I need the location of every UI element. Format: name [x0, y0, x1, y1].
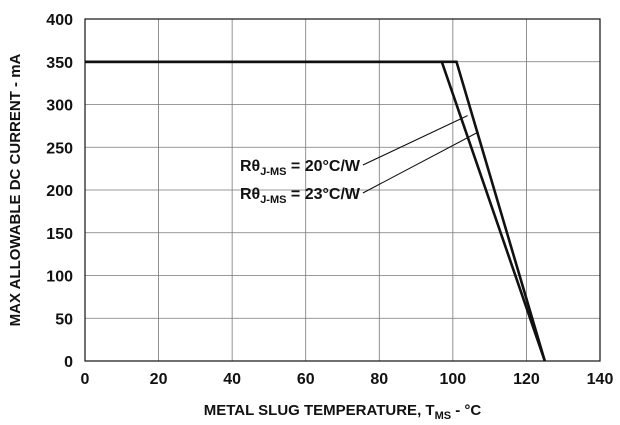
y-tick-label: 0	[64, 354, 73, 371]
y-tick-label: 350	[46, 55, 73, 72]
y-tick-labels: 0 50 100 150 200 250 300 350 400	[46, 12, 73, 371]
x-tick-label: 140	[587, 371, 614, 388]
series-layer	[85, 60, 547, 362]
x-tick-labels: 0 20 40 60 80 100 120 140	[81, 371, 614, 388]
x-tick-label: 120	[513, 371, 540, 388]
x-tick-label: 20	[150, 371, 168, 388]
annotation-label: RθJ-MS = 23°C/W	[240, 186, 361, 206]
y-tick-label: 50	[55, 311, 73, 328]
x-tick-label: 100	[440, 371, 467, 388]
annotation-label: RθJ-MS = 20°C/W	[240, 158, 361, 178]
y-tick-label: 300	[46, 98, 73, 115]
x-axis-label-tail: - °C	[451, 402, 481, 419]
x-axis-label: METAL SLUG TEMPERATURE, TMS - °C	[204, 402, 482, 422]
y-tick-label: 150	[46, 226, 73, 243]
series-line-1	[85, 60, 547, 362]
x-tick-label: 80	[370, 371, 388, 388]
x-axis-label-main: METAL SLUG TEMPERATURE, T	[204, 402, 435, 419]
series-line-2	[85, 60, 547, 362]
annotation-leader-line	[362, 115, 468, 166]
y-tick-label: 250	[46, 140, 73, 157]
y-tick-label: 200	[46, 183, 73, 200]
plot-frame	[84, 18, 601, 362]
annotation-leader-line	[362, 131, 479, 194]
annotations: RθJ-MS = 20°C/W RθJ-MS = 23°C/W	[240, 115, 479, 206]
x-tick-label: 60	[297, 371, 315, 388]
x-tick-label: 40	[223, 371, 241, 388]
y-tick-label: 100	[46, 269, 73, 286]
x-tick-label: 0	[81, 371, 90, 388]
y-tick-label: 400	[46, 12, 73, 29]
y-axis-label: MAX ALLOWABLE DC CURRENT - mA	[7, 53, 24, 326]
x-axis-label-sub: MS	[435, 410, 452, 422]
